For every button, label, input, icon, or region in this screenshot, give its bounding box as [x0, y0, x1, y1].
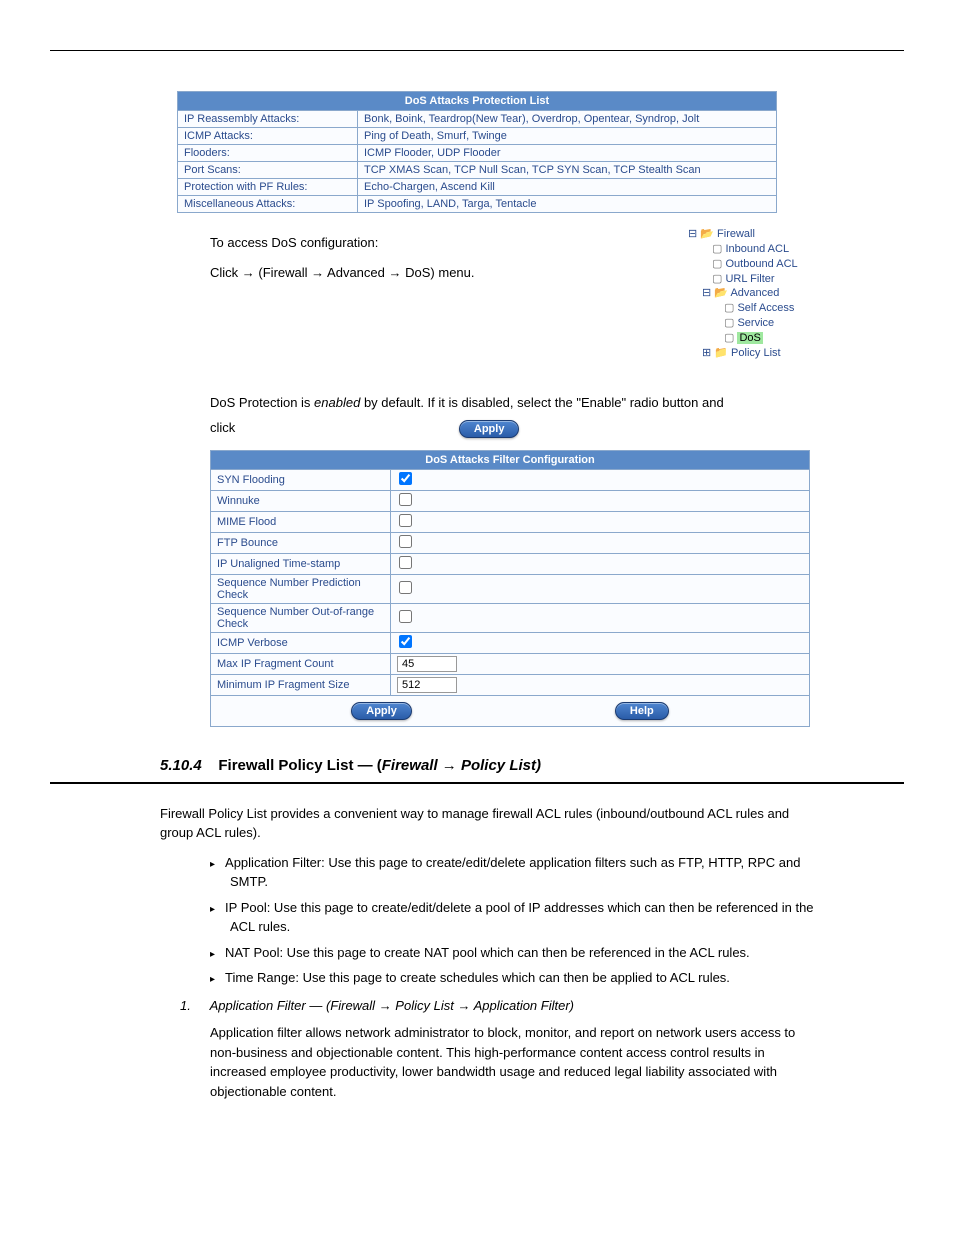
arrow-icon: → — [242, 265, 255, 280]
arrow-icon: → — [311, 265, 324, 280]
config-label: Winnuke — [211, 490, 391, 511]
protection-value: IP Spoofing, LAND, Targa, Tentacle — [358, 196, 777, 213]
table-row: MIME Flood — [211, 511, 810, 532]
config-label: FTP Bounce — [211, 532, 391, 553]
table-row: Flooders: ICMP Flooder, UDP Flooder — [178, 145, 777, 162]
policy-list-intro: Firewall Policy List provides a convenie… — [160, 804, 824, 843]
icmp-verbose-checkbox[interactable] — [399, 635, 412, 648]
arrow-icon: → — [388, 265, 401, 280]
ftp-bounce-checkbox[interactable] — [399, 535, 412, 548]
section-divider — [50, 782, 904, 784]
nav-advanced: Advanced — [730, 287, 779, 299]
click-apply-text: click Apply — [210, 420, 904, 438]
table-row: SYN Flooding — [211, 469, 810, 490]
ip-timestamp-checkbox[interactable] — [399, 556, 412, 569]
protection-label: Port Scans: — [178, 162, 358, 179]
bullet-nat-pool: NAT Pool: Use this page to create NAT po… — [210, 943, 824, 963]
table-row: Winnuke — [211, 490, 810, 511]
protection-value: TCP XMAS Scan, TCP Null Scan, TCP SYN Sc… — [358, 162, 777, 179]
protection-value: Ping of Death, Smurf, Twinge — [358, 128, 777, 145]
seq-outofrange-checkbox[interactable] — [399, 610, 412, 623]
config-label: Sequence Number Prediction Check — [211, 574, 391, 603]
seq-prediction-checkbox[interactable] — [399, 581, 412, 594]
table-row: IP Unaligned Time-stamp — [211, 553, 810, 574]
config-label: IP Unaligned Time-stamp — [211, 553, 391, 574]
nav-dos: DoS — [737, 332, 762, 344]
table-row: Miscellaneous Attacks: IP Spoofing, LAND… — [178, 196, 777, 213]
nav-service: Service — [737, 317, 774, 329]
protection-value: Bonk, Boink, Teardrop(New Tear), Overdro… — [358, 111, 777, 128]
bullet-app-filter: Application Filter: Use this page to cre… — [210, 853, 824, 892]
app-filter-body: Application filter allows network admini… — [210, 1023, 824, 1101]
config-label: Sequence Number Out-of-range Check — [211, 603, 391, 632]
arrow-icon: → — [379, 998, 392, 1013]
protection-value: Echo-Chargen, Ascend Kill — [358, 179, 777, 196]
table-row: Sequence Number Prediction Check — [211, 574, 810, 603]
bullet-ip-pool: IP Pool: Use this page to create/edit/de… — [210, 898, 824, 937]
bullet-time-range: Time Range: Use this page to create sche… — [210, 968, 824, 988]
protection-label: Miscellaneous Attacks: — [178, 196, 358, 213]
nav-url-filter: URL Filter — [725, 273, 774, 285]
config-label: Minimum IP Fragment Size — [211, 674, 391, 695]
nav-policy-list: Policy List — [731, 347, 781, 359]
table-row: ICMP Attacks: Ping of Death, Smurf, Twin… — [178, 128, 777, 145]
arrow-icon: → — [457, 998, 470, 1013]
config-label: SYN Flooding — [211, 469, 391, 490]
protection-label: Flooders: — [178, 145, 358, 162]
max-ip-fragment-input[interactable] — [397, 656, 457, 672]
dos-enabled-text: DoS Protection is enabled by default. If… — [210, 395, 904, 410]
min-ip-fragment-input[interactable] — [397, 677, 457, 693]
protection-label: IP Reassembly Attacks: — [178, 111, 358, 128]
app-filter-heading: 1. Application Filter — (Firewall → Poli… — [180, 996, 824, 1016]
table-row: ICMP Verbose — [211, 632, 810, 653]
nav-tree: ⊟ 📂 Firewall ▢ Inbound ACL ▢ Outbound AC… — [684, 223, 824, 365]
config-label: ICMP Verbose — [211, 632, 391, 653]
protection-value: ICMP Flooder, UDP Flooder — [358, 145, 777, 162]
dos-protection-table: DoS Attacks Protection List IP Reassembl… — [177, 91, 777, 213]
nav-firewall: Firewall — [717, 228, 755, 240]
syn-flooding-checkbox[interactable] — [399, 472, 412, 485]
section-title: 5.10.4 Firewall Policy List — (Firewall … — [160, 757, 904, 774]
table-row: FTP Bounce — [211, 532, 810, 553]
table-row: Sequence Number Out-of-range Check — [211, 603, 810, 632]
winnuke-checkbox[interactable] — [399, 493, 412, 506]
help-button[interactable]: Help — [615, 702, 669, 720]
protection-label: Protection with PF Rules: — [178, 179, 358, 196]
table-row: IP Reassembly Attacks: Bonk, Boink, Tear… — [178, 111, 777, 128]
table-row: Max IP Fragment Count — [211, 653, 810, 674]
config-table-header: DoS Attacks Filter Configuration — [211, 450, 810, 469]
top-divider — [50, 50, 904, 51]
nav-outbound-acl: Outbound ACL — [725, 258, 797, 270]
apply-button-inline[interactable]: Apply — [459, 420, 520, 438]
nav-inbound-acl: Inbound ACL — [725, 243, 789, 255]
table-row: Protection with PF Rules: Echo-Chargen, … — [178, 179, 777, 196]
protection-label: ICMP Attacks: — [178, 128, 358, 145]
table-row: Minimum IP Fragment Size — [211, 674, 810, 695]
dos-config-table: DoS Attacks Filter Configuration SYN Flo… — [210, 450, 810, 727]
table-row: Port Scans: TCP XMAS Scan, TCP Null Scan… — [178, 162, 777, 179]
protection-table-header: DoS Attacks Protection List — [178, 92, 777, 111]
config-label: Max IP Fragment Count — [211, 653, 391, 674]
mime-flood-checkbox[interactable] — [399, 514, 412, 527]
arrow-icon: → — [442, 757, 457, 774]
apply-button[interactable]: Apply — [351, 702, 412, 720]
nav-self-access: Self Access — [737, 302, 794, 314]
config-label: MIME Flood — [211, 511, 391, 532]
